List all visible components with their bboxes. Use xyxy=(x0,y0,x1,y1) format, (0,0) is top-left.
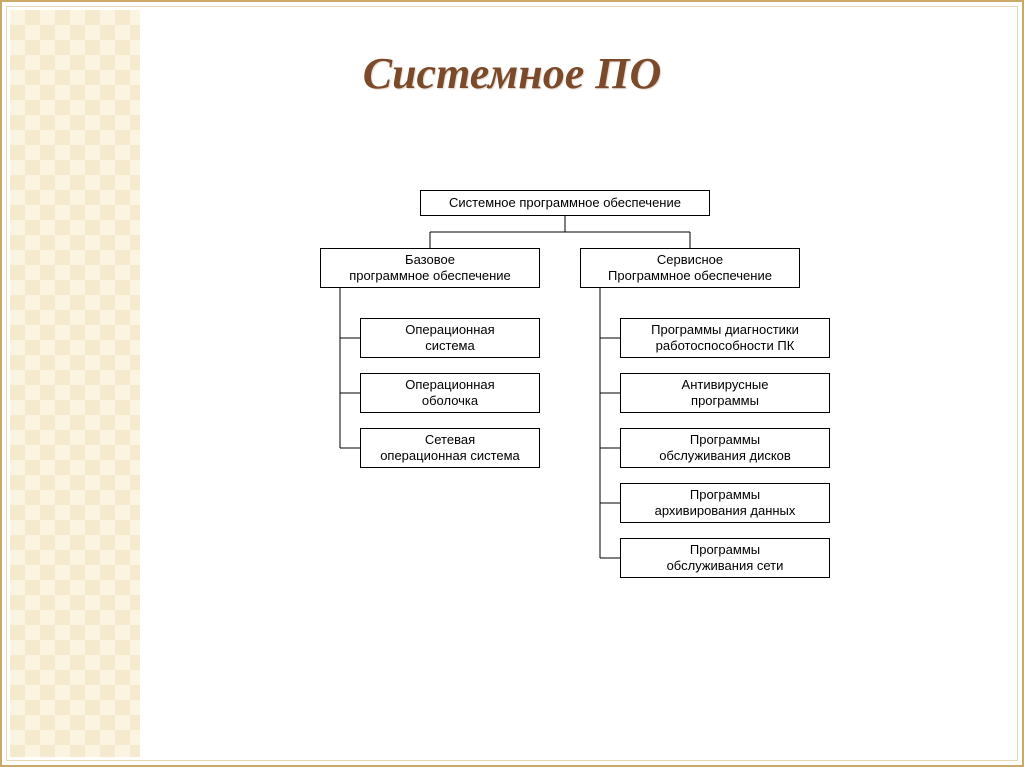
node-serv: Сервисное Программное обеспечение xyxy=(580,248,800,288)
node-s4: Программы архивирования данных xyxy=(620,483,830,523)
node-s5: Программы обслуживания сети xyxy=(620,538,830,578)
slide-title: Системное ПО xyxy=(0,48,1024,99)
node-b2: Операционная оболочка xyxy=(360,373,540,413)
pattern-sidebar xyxy=(10,10,140,757)
node-s3: Программы обслуживания дисков xyxy=(620,428,830,468)
node-s2: Антивирусные программы xyxy=(620,373,830,413)
hierarchy-diagram: Системное программное обеспечение Базово… xyxy=(300,190,940,710)
node-s1: Программы диагностики работоспособности … xyxy=(620,318,830,358)
node-b1: Операционная система xyxy=(360,318,540,358)
node-root: Системное программное обеспечение xyxy=(420,190,710,216)
node-b3: Сетевая операционная система xyxy=(360,428,540,468)
node-base: Базовое программное обеспечение xyxy=(320,248,540,288)
